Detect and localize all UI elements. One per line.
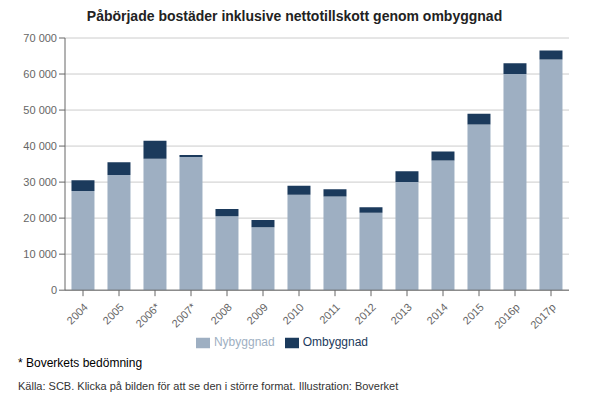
svg-text:2017p: 2017p	[528, 301, 558, 331]
html-text:Ombyggnad: Ombyggnad	[302, 335, 368, 350]
svg-text:70 000: 70 000	[23, 32, 57, 44]
svg-text:2014: 2014	[424, 301, 450, 327]
html-text:Källa: SCB. Klicka på bilden f: Källa: SCB. Klicka på bilden för att se …	[18, 380, 399, 392]
svg-text:2016p: 2016p	[492, 301, 522, 331]
svg-text:50 000: 50 000	[23, 104, 57, 116]
svg-text:2011: 2011	[317, 301, 342, 326]
svg-text:2007*: 2007*	[169, 300, 198, 329]
svg-text:60 000: 60 000	[23, 68, 57, 80]
svg-text:0: 0	[51, 284, 57, 296]
svg-text:2012: 2012	[352, 301, 378, 327]
html-text:Påbörjade bostäder inklusive n: Påbörjade bostäder inklusive nettotillsk…	[86, 8, 503, 24]
svg-text:2009: 2009	[244, 301, 270, 327]
svg-text:30 000: 30 000	[23, 176, 57, 188]
svg-text:2006*: 2006*	[133, 300, 162, 329]
html-text:Nybyggnad: Nybyggnad	[214, 335, 275, 350]
html-text:* Boverkets bedömning: * Boverkets bedömning	[18, 356, 143, 370]
svg-text:2005: 2005	[100, 301, 126, 327]
svg-text:40 000: 40 000	[23, 140, 57, 152]
svg-text:10 000: 10 000	[23, 248, 57, 260]
svg-text:2015: 2015	[460, 301, 486, 327]
svg-text:2013: 2013	[388, 301, 414, 327]
svg-text:20 000: 20 000	[23, 212, 57, 224]
svg-text:2004: 2004	[64, 301, 90, 327]
svg-text:2008: 2008	[208, 301, 234, 327]
svg-text:2010: 2010	[280, 301, 306, 327]
